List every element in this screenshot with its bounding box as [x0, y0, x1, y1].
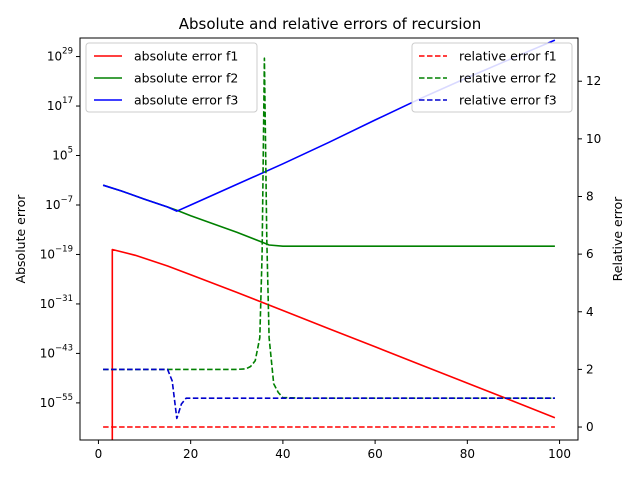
legend-entry: relative error f1: [459, 49, 557, 64]
right-tick-label: 6: [586, 247, 594, 261]
right-tick-label: 12: [586, 74, 601, 88]
left-tick-label: 105: [52, 146, 73, 163]
x-tick-label: 80: [460, 447, 475, 461]
right-tick-label: 8: [586, 189, 594, 203]
series-line-relative-error-f3: [103, 368, 555, 420]
legend-right: relative error f1 relative error f2 relati…: [411, 42, 573, 113]
left-tick-label: 10−55: [40, 393, 73, 410]
left-tick-label: 1029: [47, 47, 73, 64]
right-tick-label: 2: [586, 362, 594, 376]
right-axis-label: Relative error: [610, 196, 625, 282]
right-axis-ticks: 0 2 4 6 8 10 12: [578, 74, 601, 434]
right-tick-label: 0: [586, 420, 594, 434]
x-tick-label: 0: [95, 447, 103, 461]
chart-title: Absolute and relative errors of recursio…: [179, 15, 481, 33]
legend-entry: absolute error f2: [134, 71, 238, 86]
left-axis-label: Absolute error: [13, 194, 28, 284]
series-line-absolute-error-f1: [111, 248, 556, 440]
right-tick-label: 10: [586, 132, 601, 146]
left-tick-label: 10−7: [45, 195, 73, 212]
x-tick-label: 40: [275, 447, 290, 461]
left-tick-label: 10−19: [40, 244, 73, 261]
legend-entry: absolute error f3: [134, 93, 238, 108]
legend-left-box: [85, 42, 258, 113]
left-axis-ticks: 10−55 10−43 10−31 10−19 10−7 105 1017 1029: [40, 47, 80, 410]
right-tick-label: 4: [586, 305, 594, 319]
x-tick-label: 100: [548, 447, 571, 461]
legend-entry: absolute error f1: [134, 49, 238, 64]
left-tick-label: 1017: [47, 96, 73, 113]
series-line-relative-error-f2: [103, 57, 555, 400]
plot-frame: [79, 37, 579, 441]
x-tick-label: 60: [367, 447, 382, 461]
left-tick-label: 10−43: [40, 343, 73, 360]
legend-entry: relative error f3: [459, 93, 557, 108]
legend-left: absolute error f1 absolute error f2 absolu…: [85, 42, 258, 113]
x-tick-label: 20: [183, 447, 198, 461]
x-axis-ticks: 0 20 40 60 80 100: [95, 440, 571, 461]
series-line-absolute-error-f2: [102, 184, 555, 247]
legend-entry: relative error f2: [459, 71, 557, 86]
left-tick-label: 10−31: [40, 294, 73, 311]
plot-lines: [102, 39, 556, 440]
legend-right-box: [411, 42, 573, 113]
